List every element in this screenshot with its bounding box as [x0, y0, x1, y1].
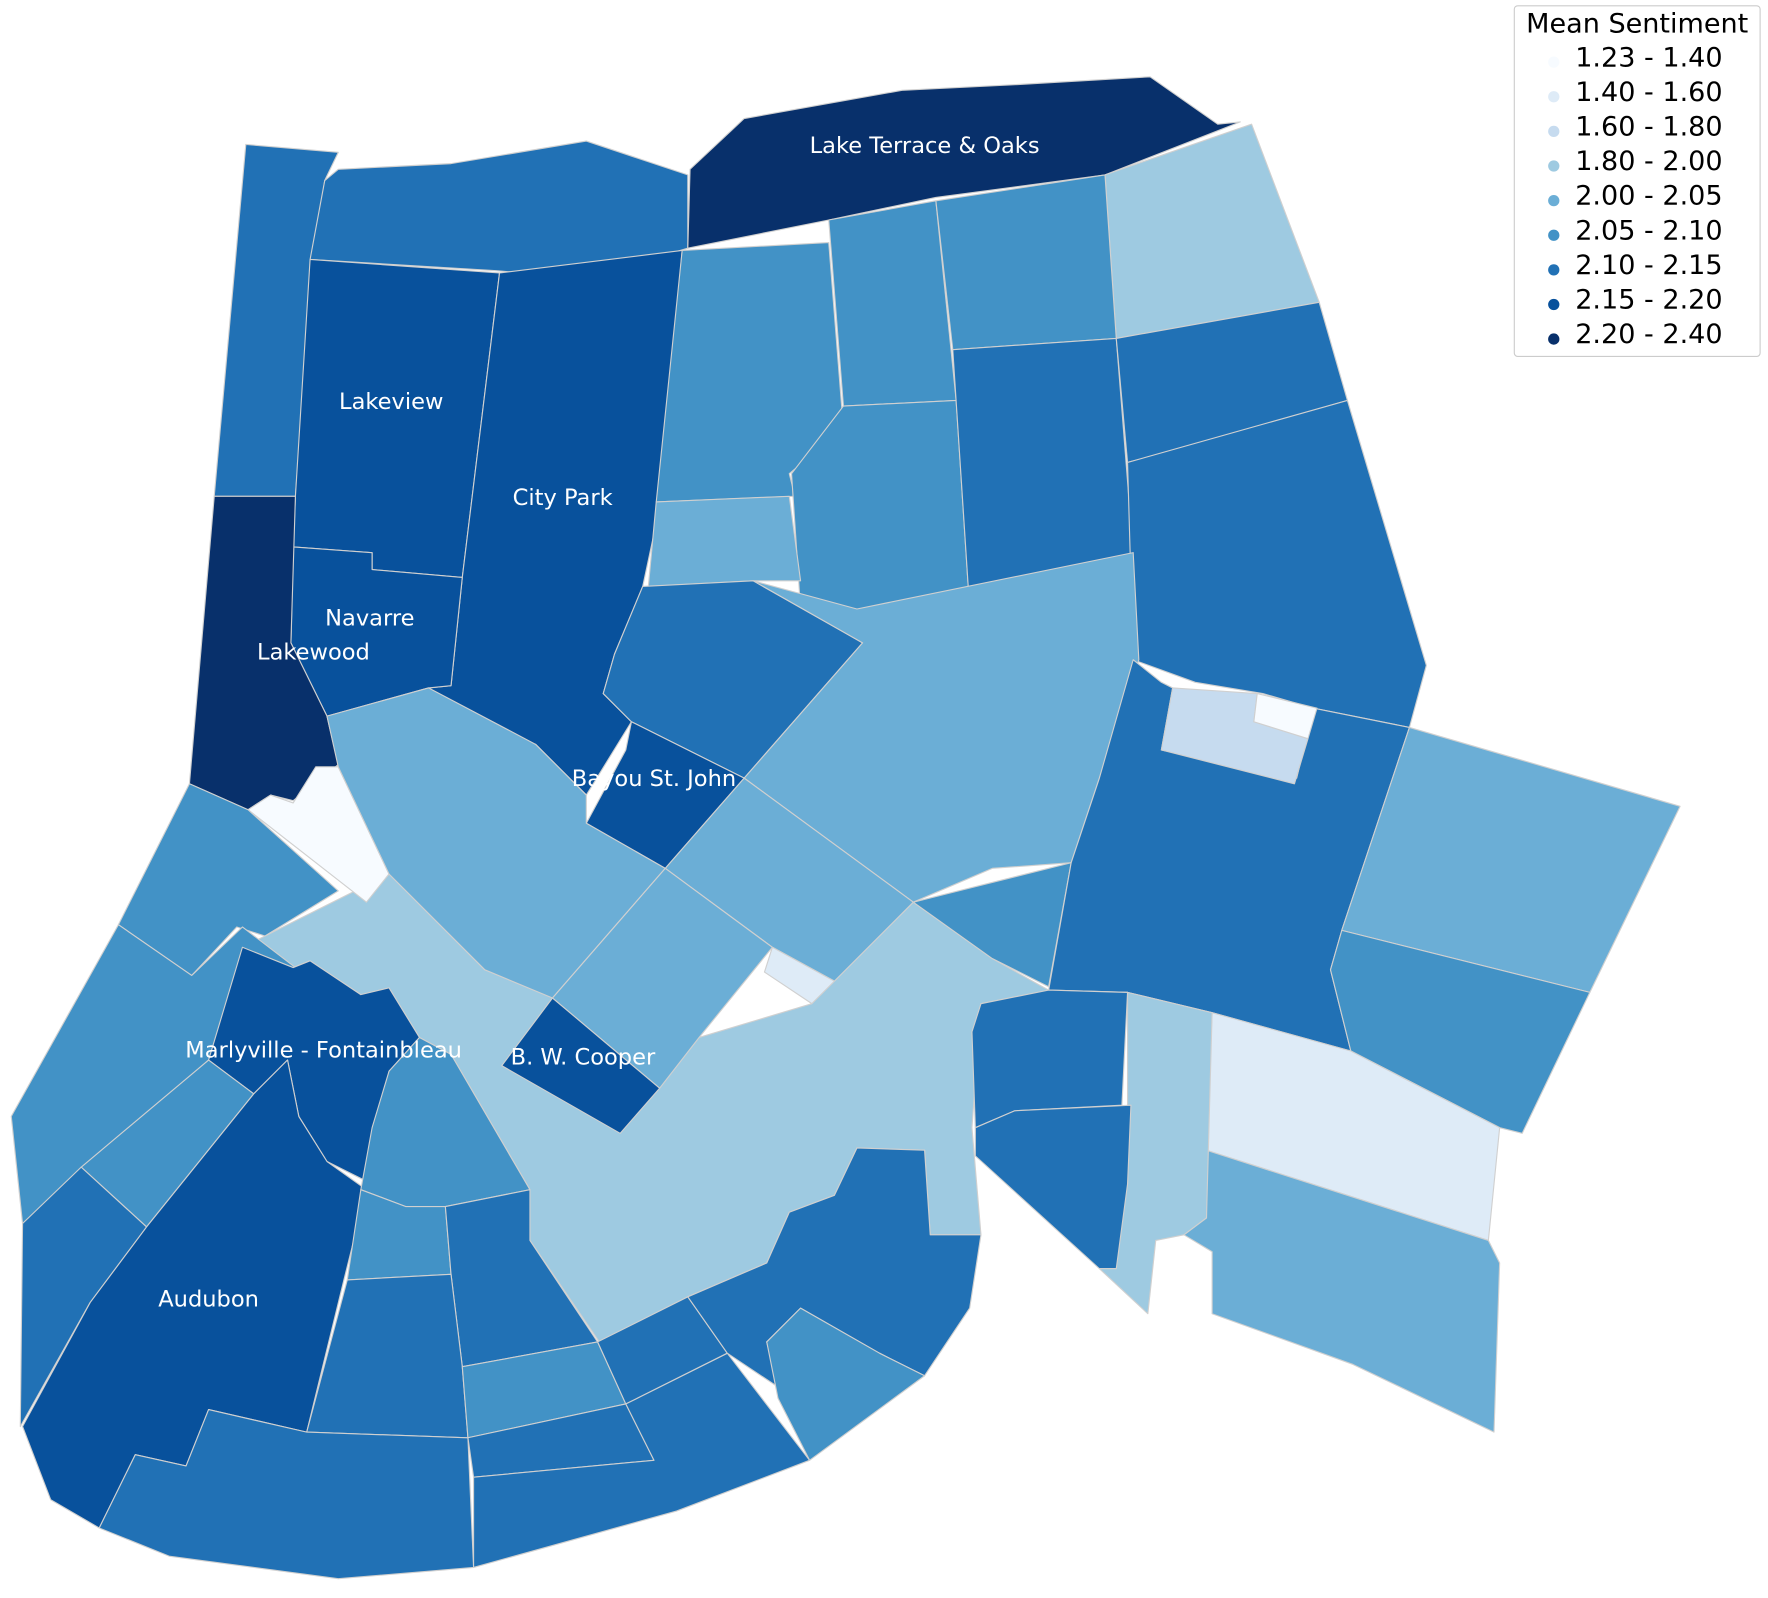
legend-label: 1.40 - 1.60 — [1575, 77, 1722, 108]
areas — [10, 76, 1681, 1580]
neighborhood-area — [766, 1307, 926, 1461]
neighborhood-area — [501, 997, 661, 1134]
neighborhood-area — [828, 200, 957, 407]
area-labels: Lake Terrace & Oaks Lakeview City Park N… — [158, 133, 1039, 1312]
legend-marker — [1548, 298, 1560, 311]
legend-box — [1513, 5, 1761, 358]
area-label: Lakewood — [257, 639, 370, 665]
neighborhood-area — [974, 1104, 1132, 1270]
legend-label: 2.05 - 2.10 — [1575, 215, 1722, 246]
neighborhood-area — [763, 946, 835, 1005]
area-label: B. W. Cooper — [511, 1044, 656, 1070]
legend: Mean Sentiment 1.23 - 1.40 1.40 - 1.601.6… — [1513, 5, 1761, 358]
area-label: Bayou St. John — [572, 766, 736, 792]
neighborhood-area — [309, 140, 689, 277]
neighborhood-area — [1126, 399, 1427, 728]
neighborhood-area — [473, 1352, 811, 1568]
area-label: Lake Terrace & Oaks — [810, 133, 1040, 159]
legend-marker — [1548, 333, 1560, 345]
neighborhood-area — [687, 76, 1241, 249]
area-label: City Park — [513, 485, 613, 511]
legend-label: 2.00 - 2.05 — [1575, 181, 1722, 212]
neighborhood-area — [935, 174, 1117, 351]
legend-marker — [1548, 194, 1560, 207]
legend-label: 2.10 - 2.15 — [1575, 250, 1722, 281]
legend-label: 2.15 - 2.20 — [1575, 285, 1722, 316]
neighborhood-area — [551, 867, 773, 1089]
legend-label: 1.80 - 2.00 — [1575, 146, 1722, 177]
neighborhood-area — [912, 862, 1072, 988]
legend-marker — [1548, 125, 1560, 138]
legend-title: Mean Sentiment — [1526, 8, 1748, 39]
legend-marker — [1548, 56, 1560, 68]
area-label: Audubon — [158, 1287, 259, 1313]
legend-marker — [1548, 264, 1560, 276]
area-label: Navarre — [325, 606, 414, 632]
legend-marker — [1548, 91, 1560, 103]
legend-label: 1.23 - 1.40 — [1575, 42, 1722, 73]
legend-marker — [1548, 160, 1560, 172]
neighborhood-area — [98, 1409, 475, 1580]
legend-label: 2.20 - 2.40 — [1575, 319, 1722, 350]
neighborhood-area — [1253, 693, 1318, 740]
area-label: Marlyville - Fontainbleau — [185, 1038, 462, 1064]
neighborhood-area — [647, 495, 802, 588]
legend-label: 1.60 - 1.80 — [1575, 111, 1722, 142]
legend-marker — [1548, 229, 1560, 241]
area-label: Lakeview — [339, 389, 443, 415]
